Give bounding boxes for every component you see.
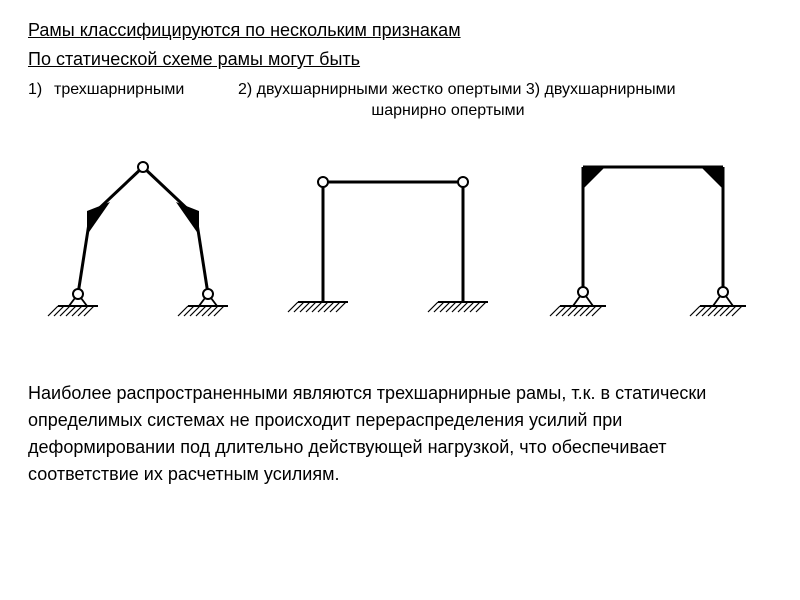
diagram-two-hinged-pinned bbox=[538, 132, 768, 332]
types-row: 1) трехшарнирными 2) двухшарнирными жест… bbox=[28, 80, 772, 122]
title: Рамы классифицируются по нескольким приз… bbox=[28, 20, 772, 41]
type-23-line1: 2) двухшарнирными жестко опертыми 3) дву… bbox=[238, 80, 768, 101]
type-23-line2: шарнирно опертыми bbox=[238, 101, 658, 122]
bottom-paragraph: Наиболее распространенными являются трех… bbox=[28, 380, 772, 488]
page: Рамы классифицируются по нескольким приз… bbox=[0, 0, 800, 488]
type-1: 1) трехшарнирными bbox=[28, 80, 238, 122]
diagram-two-hinged-fixed bbox=[278, 132, 508, 332]
diagrams-row bbox=[28, 132, 768, 352]
diagram-three-hinged bbox=[28, 132, 258, 332]
type-1-label: трехшарнирными bbox=[54, 80, 184, 122]
subtitle: По статической схеме рамы могут быть bbox=[28, 49, 772, 70]
type-2-3: 2) двухшарнирными жестко опертыми 3) дву… bbox=[238, 80, 768, 122]
type-1-num: 1) bbox=[28, 80, 54, 122]
